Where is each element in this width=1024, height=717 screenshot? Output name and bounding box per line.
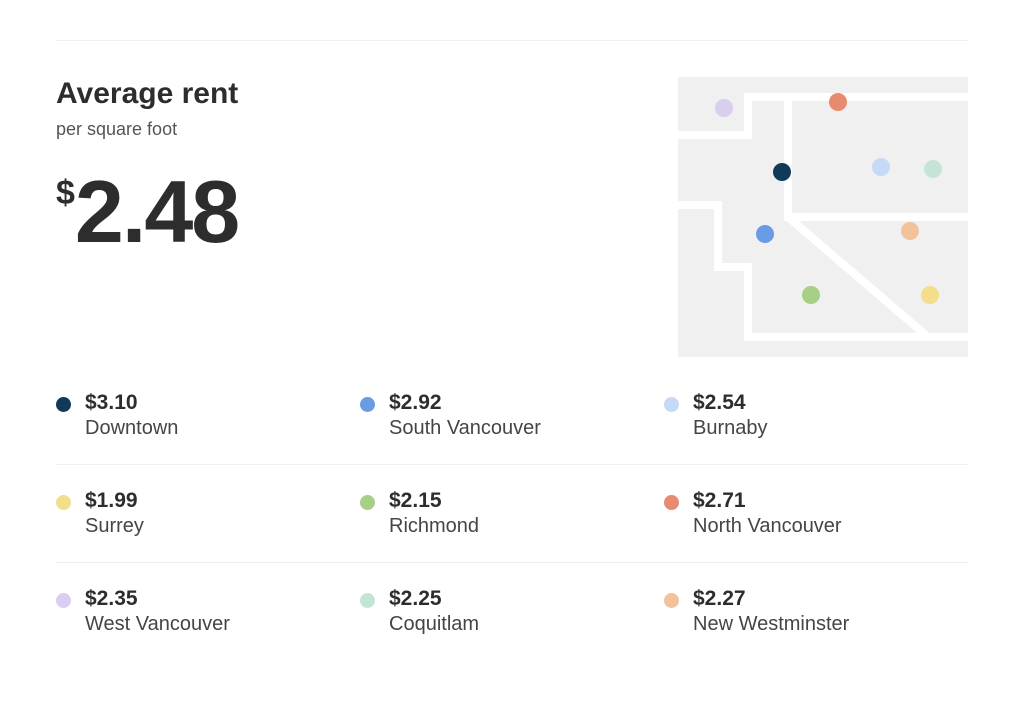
map-dot xyxy=(872,158,890,176)
region-price: $2.15 xyxy=(389,489,479,513)
card-title: Average rent xyxy=(56,77,678,111)
legend-item: $2.35 West Vancouver xyxy=(56,563,360,660)
dot-icon xyxy=(664,397,679,412)
region-legend: $3.10 Downtown $2.92 South Vancouver $2.… xyxy=(56,367,968,660)
region-price: $2.92 xyxy=(389,391,541,415)
region-price: $2.71 xyxy=(693,489,842,513)
map-dot xyxy=(715,99,733,117)
region-name: Downtown xyxy=(85,417,178,440)
dot-icon xyxy=(664,593,679,608)
map-roads-icon xyxy=(678,77,968,357)
legend-row: $3.10 Downtown $2.92 South Vancouver $2.… xyxy=(56,367,968,464)
legend-text: $2.25 Coquitlam xyxy=(389,587,479,636)
dot-icon xyxy=(360,593,375,608)
dot-icon xyxy=(56,397,71,412)
legend-item: $2.25 Coquitlam xyxy=(360,563,664,660)
legend-text: $3.10 Downtown xyxy=(85,391,178,440)
region-name: South Vancouver xyxy=(389,417,541,440)
legend-item: $2.27 New Westminster xyxy=(664,563,968,660)
currency-symbol: $ xyxy=(56,174,75,213)
dot-icon xyxy=(360,495,375,510)
region-name: West Vancouver xyxy=(85,613,230,636)
region-name: New Westminster xyxy=(693,613,849,636)
region-price: $2.27 xyxy=(693,587,849,611)
dot-icon xyxy=(664,495,679,510)
legend-text: $2.35 West Vancouver xyxy=(85,587,230,636)
region-name: Surrey xyxy=(85,515,144,538)
region-price: $2.25 xyxy=(389,587,479,611)
legend-item: $2.15 Richmond xyxy=(360,465,664,562)
map-dot xyxy=(921,286,939,304)
dot-icon xyxy=(56,593,71,608)
map-dot xyxy=(773,163,791,181)
rent-card: Average rent per square foot $ 2.48 xyxy=(56,40,968,660)
card-subtitle: per square foot xyxy=(56,119,678,140)
top-section: Average rent per square foot $ 2.48 xyxy=(56,41,968,367)
region-name: North Vancouver xyxy=(693,515,842,538)
region-name: Richmond xyxy=(389,515,479,538)
map-dot xyxy=(901,222,919,240)
region-price: $3.10 xyxy=(85,391,178,415)
region-map xyxy=(678,77,968,357)
region-name: Coquitlam xyxy=(389,613,479,636)
region-name: Burnaby xyxy=(693,417,768,440)
region-price: $2.54 xyxy=(693,391,768,415)
legend-item: $2.54 Burnaby xyxy=(664,367,968,464)
legend-row: $1.99 Surrey $2.15 Richmond $2.71 North … xyxy=(56,464,968,562)
headline-value: 2.48 xyxy=(75,168,238,256)
legend-item: $1.99 Surrey xyxy=(56,465,360,562)
legend-text: $2.71 North Vancouver xyxy=(693,489,842,538)
legend-text: $1.99 Surrey xyxy=(85,489,144,538)
map-dot xyxy=(756,225,774,243)
legend-text: $2.27 New Westminster xyxy=(693,587,849,636)
legend-item: $2.71 North Vancouver xyxy=(664,465,968,562)
dot-icon xyxy=(56,495,71,510)
legend-text: $2.15 Richmond xyxy=(389,489,479,538)
legend-text: $2.54 Burnaby xyxy=(693,391,768,440)
legend-item: $2.92 South Vancouver xyxy=(360,367,664,464)
region-price: $1.99 xyxy=(85,489,144,513)
dot-icon xyxy=(360,397,375,412)
legend-item: $3.10 Downtown xyxy=(56,367,360,464)
legend-row: $2.35 West Vancouver $2.25 Coquitlam $2.… xyxy=(56,562,968,660)
headline-amount: $ 2.48 xyxy=(56,168,678,256)
map-dot xyxy=(829,93,847,111)
map-dot xyxy=(802,286,820,304)
headline: Average rent per square foot $ 2.48 xyxy=(56,77,678,256)
region-price: $2.35 xyxy=(85,587,230,611)
map-dot xyxy=(924,160,942,178)
legend-text: $2.92 South Vancouver xyxy=(389,391,541,440)
